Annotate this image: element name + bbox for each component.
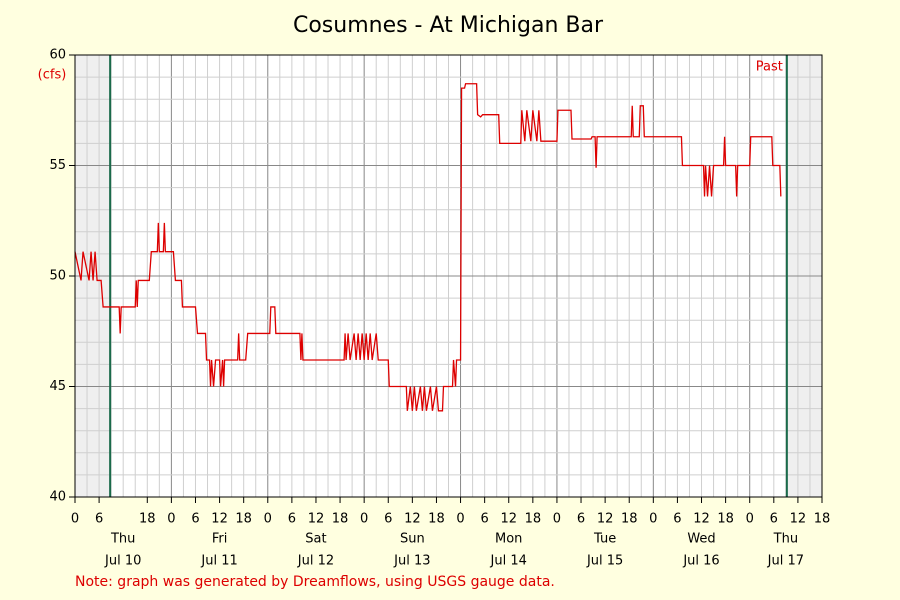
x-tick-label: 18 [428, 512, 445, 527]
x-tick-label: 18 [235, 512, 252, 527]
date-label: Jul 10 [104, 554, 141, 569]
x-tick-label: 18 [717, 512, 734, 527]
day-label: Sun [400, 532, 425, 547]
x-tick-label: 12 [211, 512, 228, 527]
x-tick-label: 12 [404, 512, 421, 527]
x-tick-label: 18 [525, 512, 542, 527]
y-tick-label: 50 [49, 269, 66, 284]
x-tick-label: 6 [384, 512, 392, 527]
x-tick-label: 0 [167, 512, 175, 527]
plot-border [74, 54, 823, 498]
x-tick-label: 12 [308, 512, 325, 527]
chart-title: Cosumnes - At Michigan Bar [293, 13, 604, 38]
x-tick-label: 0 [71, 512, 79, 527]
x-tick-label: 6 [673, 512, 681, 527]
x-tick-label: 12 [500, 512, 517, 527]
y-tick-label: 55 [49, 158, 66, 173]
y-axis-label: (cfs) [38, 68, 67, 83]
date-label: Jul 11 [200, 554, 237, 569]
day-label: Wed [687, 532, 715, 547]
date-label: Jul 13 [393, 554, 430, 569]
date-label: Jul 12 [297, 554, 334, 569]
x-tick-label: 12 [790, 512, 807, 527]
x-tick-label: 18 [139, 512, 156, 527]
x-tick-label: 0 [264, 512, 272, 527]
x-tick-label: 18 [814, 512, 831, 527]
day-label: Fri [212, 532, 228, 547]
x-tick-label: 0 [553, 512, 561, 527]
day-label: Thu [110, 532, 135, 547]
x-tick-label: 6 [577, 512, 585, 527]
x-tick-label: 6 [288, 512, 296, 527]
x-tick-label: 18 [332, 512, 349, 527]
day-label: Mon [495, 532, 522, 547]
note: Note: graph was generated by Dreamflows,… [75, 574, 555, 590]
date-label: Jul 16 [682, 554, 719, 569]
x-tick-label: 0 [360, 512, 368, 527]
y-tick-label: 60 [49, 48, 66, 63]
x-tick-label: 6 [770, 512, 778, 527]
date-label: Jul 14 [490, 554, 527, 569]
date-label: Jul 17 [767, 554, 804, 569]
x-tick-label: 12 [693, 512, 710, 527]
x-tick-label: 12 [597, 512, 614, 527]
data-line [74, 83, 782, 412]
y-tick-label: 45 [49, 379, 66, 394]
past-label: Past [756, 60, 783, 75]
y-tick-label: 40 [49, 490, 66, 505]
x-tick-label: 18 [621, 512, 638, 527]
x-tick-label: 6 [95, 512, 103, 527]
date-label: Jul 15 [586, 554, 623, 569]
x-tick-label: 6 [191, 512, 199, 527]
x-tick-label: 0 [746, 512, 754, 527]
x-tick-label: 6 [481, 512, 489, 527]
day-label: Sat [305, 532, 326, 547]
day-label: Tue [593, 532, 616, 547]
x-tick-label: 0 [649, 512, 657, 527]
x-tick-label: 0 [456, 512, 464, 527]
day-label: Thu [773, 532, 798, 547]
